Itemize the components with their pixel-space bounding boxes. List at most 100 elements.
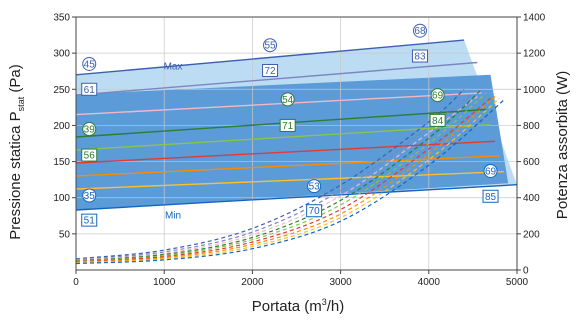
label-value: 55: [264, 41, 276, 52]
y-right-tick-label: 1400: [523, 13, 546, 24]
noise-level-circle-label: 39: [82, 122, 97, 137]
power-curve-7: [75, 96, 496, 263]
label-square-outline: [279, 118, 296, 132]
label-circle-outline: [307, 179, 322, 194]
power-curve-6: [75, 97, 491, 263]
label-square-outline: [81, 148, 98, 162]
noise-level-square-label: 56: [81, 148, 98, 162]
label-square-outline: [306, 204, 323, 218]
y-right-tick-label: 1200: [523, 49, 546, 60]
axes: [72, 16, 521, 274]
y-right-tick-label: 600: [523, 157, 540, 168]
label-value: 54: [282, 95, 294, 106]
noise-level-square-label: 61: [81, 82, 98, 96]
noise-level-square-label: 51: [81, 213, 98, 227]
pressure-curves: [75, 39, 518, 211]
label-value: 71: [282, 121, 294, 132]
noise-level-circle-label: 55: [263, 38, 278, 53]
label-circle-outline: [263, 38, 278, 53]
x-tick-label: 5000: [506, 277, 529, 288]
x-tick-label: 2000: [241, 277, 264, 288]
power-curves: [75, 88, 505, 265]
y-left-tick-label: 200: [53, 121, 70, 132]
curve-annotations: 45 61 55 72 68 83 39 56 54 71 69 84 35 51 53 70 69 85 Max M…: [81, 23, 499, 227]
label-value: 70: [309, 206, 321, 217]
label-value: 51: [84, 216, 96, 227]
noise-level-circle-label: 68: [412, 23, 427, 38]
label-square-outline: [81, 213, 98, 227]
power-curve-3: [75, 96, 478, 261]
power-curve-4: [75, 88, 483, 262]
y-right-tick-label: 1000: [523, 85, 546, 96]
y-right-tick-label: 400: [523, 193, 540, 204]
noise-level-circle-label: 54: [280, 92, 295, 107]
label-value: 68: [414, 26, 426, 37]
label-square-outline: [81, 82, 98, 96]
power-curve-5: [75, 92, 487, 262]
y-axis-left-title: Pressione statica Pstat (Pa): [7, 64, 26, 239]
noise-level-square-label: 85: [482, 189, 499, 203]
noise-level-square-label: 71: [279, 118, 296, 132]
label-value: 56: [84, 151, 96, 162]
noise-level-circle-label: 69: [483, 163, 498, 178]
y-left-tick-label: 300: [53, 49, 70, 60]
noise-level-circle-label: 53: [307, 179, 322, 194]
label-circle-outline: [82, 122, 97, 137]
y-left-tick-label: 100: [53, 193, 70, 204]
power-curve-8: [75, 97, 500, 264]
noise-level-square-label: 70: [306, 204, 323, 218]
y-left-tick-label: 350: [53, 13, 70, 24]
power-curve-1: [75, 88, 465, 260]
noise-level-circle-label: 35: [82, 188, 97, 203]
plot-frame: [75, 16, 518, 271]
curve-label-min: Min: [165, 210, 181, 221]
label-square-outline: [262, 63, 279, 77]
y-left-tick-label: 150: [53, 157, 70, 168]
x-tick-label: 4000: [418, 277, 441, 288]
label-value: 72: [264, 66, 276, 77]
y-right-tick-label: 200: [523, 229, 540, 240]
noise-level-square-label: 84: [429, 113, 446, 127]
pressure-curve-2: [75, 61, 478, 96]
x-tick-label: 3000: [329, 277, 352, 288]
label-circle-outline: [483, 163, 498, 178]
x-axis-title: Portata (m3/h): [252, 297, 345, 315]
pressure-curve-6: [75, 140, 495, 164]
pressure-curve-5: [75, 124, 491, 151]
pressure-curve-7: [75, 155, 500, 177]
noise-level-square-label: 83: [411, 49, 428, 63]
pressure-curve-1: [75, 39, 465, 76]
power-curve-9: [75, 99, 505, 265]
x-tick-label: 1000: [153, 277, 176, 288]
label-value: 45: [84, 59, 96, 70]
label-square-outline: [482, 189, 499, 203]
label-circle-outline: [430, 88, 445, 103]
pressure-curve-9: [75, 184, 518, 211]
label-value: 85: [485, 192, 497, 203]
y-left-tick-label: 250: [53, 85, 70, 96]
label-value: 61: [84, 85, 96, 96]
noise-level-circle-label: 45: [82, 56, 97, 71]
label-value: 69: [432, 91, 444, 102]
tick-labels: 0 1000 2000 3000 4000 50005010015020025030035…: [53, 13, 545, 289]
label-square-outline: [411, 49, 428, 63]
y-left-tick-label: 50: [59, 229, 71, 240]
label-value: 53: [309, 182, 321, 193]
pressure-curve-3: [75, 92, 482, 116]
noise-level-circle-label: 69: [430, 88, 445, 103]
label-value: 69: [485, 166, 497, 177]
label-value: 84: [432, 116, 444, 127]
curve-label-max: Max: [164, 61, 183, 72]
label-circle-outline: [280, 92, 295, 107]
label-circle-outline: [82, 56, 97, 71]
noise-level-square-label: 72: [262, 63, 279, 77]
label-value: 83: [414, 52, 426, 63]
y-right-tick-label: 0: [523, 266, 529, 277]
y-axis-right-title: Potenza assorbita (W): [554, 71, 571, 219]
x-tick-label: 0: [73, 277, 79, 288]
label-circle-outline: [82, 188, 97, 203]
power-curve-2: [75, 92, 474, 261]
y-right-tick-label: 800: [523, 121, 540, 132]
label-square-outline: [429, 113, 446, 127]
